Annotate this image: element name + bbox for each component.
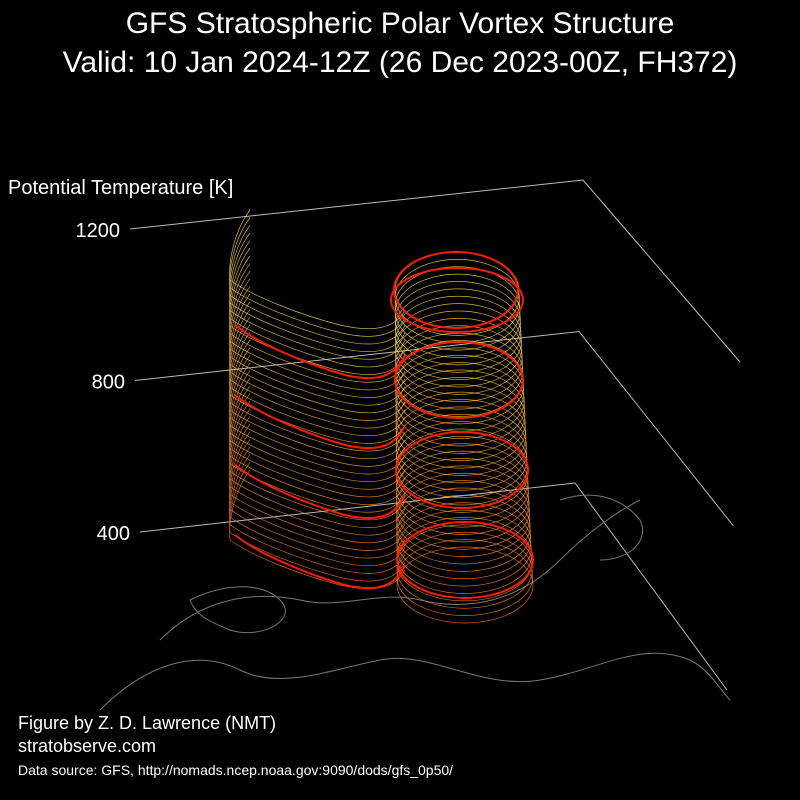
z-grid-line — [129, 179, 741, 363]
vortex-contour — [395, 391, 526, 469]
vortex-contour — [229, 385, 406, 505]
z-tick-label: 400 — [97, 523, 130, 545]
vortex-contour — [229, 462, 406, 582]
vortex-contour — [229, 316, 406, 437]
vortex-contour — [229, 339, 406, 460]
vortex-contour — [229, 431, 406, 551]
vortex-contour — [229, 278, 406, 398]
vortex-contour — [395, 421, 528, 498]
vortex-contour — [229, 248, 406, 368]
vortex-highlight — [234, 464, 406, 520]
vortex-contour — [396, 472, 530, 550]
vortex-highlight — [234, 394, 406, 450]
vortex-contour — [229, 423, 406, 544]
vortex-contour — [395, 332, 524, 410]
vortex-contour — [395, 369, 525, 447]
vortex-contour — [396, 480, 531, 557]
vortex-contour — [229, 416, 406, 536]
vortex-contour — [229, 255, 406, 375]
vortex-contour — [229, 355, 406, 475]
vortex-contour — [395, 406, 527, 484]
vortex-contour — [229, 209, 406, 330]
vortex-highlight — [234, 324, 406, 380]
vortex-contour — [229, 454, 406, 574]
coastline — [559, 494, 643, 561]
vortex-contour — [229, 347, 406, 467]
vortex-contour — [229, 217, 406, 337]
vortex-contour — [229, 240, 406, 360]
website: stratobserve.com — [18, 736, 156, 756]
coastline — [99, 652, 731, 711]
vortex-contour — [395, 362, 525, 439]
vortex-contour — [229, 439, 406, 559]
vortex-contour — [229, 309, 406, 429]
vortex-contour — [396, 509, 532, 587]
vortex-contour — [394, 288, 522, 366]
vortex-contour — [396, 531, 533, 609]
z-axis-label: Potential Temperature [K] — [8, 177, 233, 199]
vortex-contour — [396, 495, 531, 572]
vortex-contour — [229, 301, 406, 421]
vortex-contour — [229, 362, 406, 482]
vortex-contour — [229, 408, 406, 528]
vortex-contour — [229, 293, 406, 414]
data-source: Data source: GFS, http://nomads.ncep.noa… — [18, 762, 453, 778]
vortex-highlight — [396, 521, 534, 599]
vortex-contour — [396, 546, 534, 624]
vortex-contour — [396, 502, 532, 580]
z-tick-label: 1200 — [76, 220, 121, 242]
vortex-highlight — [394, 341, 524, 419]
vortex-highlight — [390, 267, 524, 333]
vortex-contour — [395, 310, 523, 388]
vortex-contour — [229, 332, 406, 452]
vortex-contour — [395, 303, 522, 380]
coastlines — [99, 494, 731, 711]
credit: Figure by Z. D. Lawrence (NMT) — [18, 713, 276, 733]
z-tick-label: 800 — [92, 372, 125, 394]
vortex-contour — [229, 370, 406, 490]
vortex-contour — [229, 225, 406, 345]
vortex-contour — [394, 281, 521, 358]
vortex-contour — [229, 286, 406, 406]
chart-title: GFS Stratospheric Polar Vortex Structure — [126, 7, 675, 40]
vortex-contour — [394, 295, 522, 373]
vortex-contour — [229, 263, 406, 383]
vortex-contour — [395, 377, 526, 454]
vortex-highlight — [234, 534, 406, 590]
vortex-contour — [396, 487, 531, 565]
coastline — [189, 586, 286, 634]
z-grid-line — [139, 482, 728, 691]
vortex-contour — [229, 446, 406, 567]
vortex-highlight — [395, 431, 529, 509]
chart-subtitle: Valid: 10 Jan 2024-12Z (26 Dec 2023-00Z,… — [63, 46, 738, 79]
vortex-contour — [229, 469, 406, 590]
vortex-contour — [395, 325, 523, 403]
vortex-contour — [229, 270, 406, 391]
coastline — [159, 499, 641, 641]
vortex-contour — [229, 400, 406, 521]
axes: 400 800 1200 — [76, 179, 741, 691]
vortex — [229, 209, 534, 624]
vortex-contour — [229, 378, 406, 498]
vortex-contour — [395, 384, 526, 462]
vortex-contour — [395, 318, 523, 395]
vortex-contour — [229, 232, 406, 352]
vortex-contour — [395, 413, 528, 491]
z-grid-line — [134, 330, 734, 527]
